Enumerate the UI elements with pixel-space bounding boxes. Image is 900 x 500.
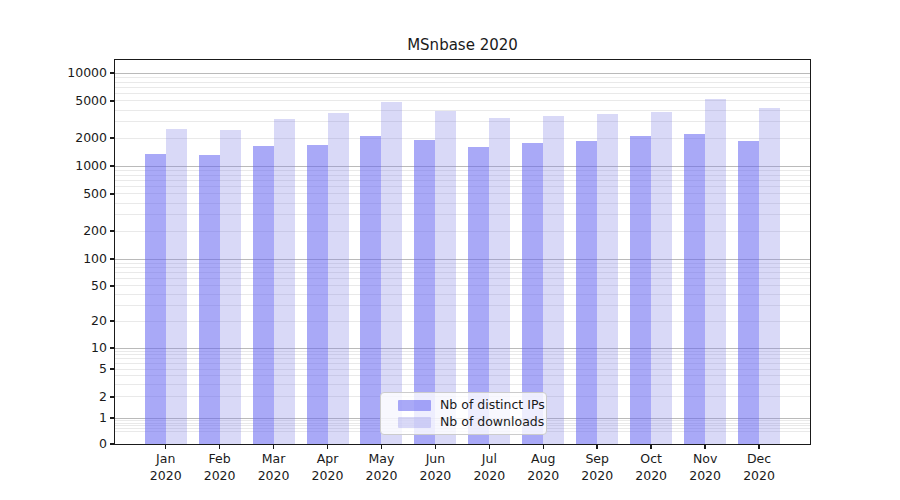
bar-distinct-ips-nov bbox=[684, 134, 705, 444]
y-tick-label-5: 5 bbox=[36, 361, 107, 377]
y-tick-mark-5000 bbox=[110, 100, 115, 102]
x-tick-label-aug: Aug 2020 bbox=[513, 451, 573, 484]
bar-distinct-ips-dec bbox=[738, 141, 759, 444]
bar-downloads-oct bbox=[651, 112, 672, 444]
bar-distinct-ips-feb bbox=[199, 155, 220, 444]
y-tick-mark-100 bbox=[110, 258, 115, 260]
gridline-major-10000 bbox=[115, 73, 810, 74]
x-tick-mark-sep bbox=[596, 444, 598, 449]
bar-downloads-mar bbox=[274, 119, 295, 444]
x-tick-label-jan: Jan 2020 bbox=[136, 451, 196, 484]
legend-label-downloads: Nb of downloads bbox=[440, 415, 544, 429]
bar-downloads-jan bbox=[166, 129, 187, 444]
y-tick-mark-2 bbox=[110, 396, 115, 398]
legend-entry-distinct-ips: Nb of distinct IPs bbox=[398, 398, 538, 412]
y-tick-label-500: 500 bbox=[36, 186, 107, 202]
bar-downloads-sep bbox=[597, 114, 618, 444]
legend-swatch-distinct-ips bbox=[398, 400, 431, 411]
x-tick-label-nov: Nov 2020 bbox=[675, 451, 735, 484]
y-tick-label-20: 20 bbox=[36, 313, 107, 329]
y-tick-label-2: 2 bbox=[36, 389, 107, 405]
x-tick-mark-feb bbox=[219, 444, 221, 449]
y-tick-label-1000: 1000 bbox=[36, 158, 107, 174]
y-tick-mark-10000 bbox=[110, 72, 115, 74]
bar-distinct-ips-oct bbox=[630, 136, 651, 444]
x-tick-mark-jul bbox=[489, 444, 491, 449]
bar-distinct-ips-mar bbox=[253, 146, 274, 444]
x-tick-mark-jan bbox=[165, 444, 167, 449]
y-tick-label-1: 1 bbox=[36, 410, 107, 426]
y-tick-mark-20 bbox=[110, 320, 115, 322]
y-tick-mark-0 bbox=[110, 443, 115, 445]
y-tick-mark-1 bbox=[110, 417, 115, 419]
legend-swatch-downloads bbox=[398, 417, 431, 428]
x-tick-mark-apr bbox=[327, 444, 329, 449]
x-tick-mark-dec bbox=[758, 444, 760, 449]
x-tick-mark-may bbox=[381, 444, 383, 449]
y-tick-label-200: 200 bbox=[36, 223, 107, 239]
y-tick-mark-1000 bbox=[110, 165, 115, 167]
x-tick-mark-mar bbox=[273, 444, 275, 449]
bar-distinct-ips-apr bbox=[307, 145, 328, 444]
x-tick-label-may: May 2020 bbox=[351, 451, 411, 484]
y-tick-mark-500 bbox=[110, 193, 115, 195]
figure: MSnbase 2020 Nb of distinct IPs Nb of do… bbox=[0, 0, 900, 500]
y-tick-mark-200 bbox=[110, 230, 115, 232]
bar-downloads-apr bbox=[328, 113, 349, 444]
gridline-minor bbox=[115, 93, 810, 94]
chart-title: MSnbase 2020 bbox=[115, 36, 810, 54]
bar-distinct-ips-sep bbox=[576, 141, 597, 444]
gridline-minor bbox=[115, 77, 810, 78]
x-tick-label-mar: Mar 2020 bbox=[244, 451, 304, 484]
y-tick-mark-5 bbox=[110, 368, 115, 370]
x-tick-label-feb: Feb 2020 bbox=[190, 451, 250, 484]
x-tick-mark-aug bbox=[543, 444, 545, 449]
y-tick-label-0: 0 bbox=[36, 436, 107, 452]
y-tick-label-10000: 10000 bbox=[36, 65, 107, 81]
gridline-minor bbox=[115, 87, 810, 88]
bar-downloads-feb bbox=[220, 130, 241, 444]
x-tick-mark-nov bbox=[704, 444, 706, 449]
x-tick-label-dec: Dec 2020 bbox=[729, 451, 789, 484]
gridline-minor bbox=[115, 82, 810, 83]
y-tick-label-50: 50 bbox=[36, 278, 107, 294]
x-tick-mark-jun bbox=[435, 444, 437, 449]
bar-downloads-nov bbox=[705, 99, 726, 444]
x-tick-label-oct: Oct 2020 bbox=[621, 451, 681, 484]
y-tick-mark-2000 bbox=[110, 137, 115, 139]
x-tick-label-jul: Jul 2020 bbox=[459, 451, 519, 484]
legend-label-distinct-ips: Nb of distinct IPs bbox=[440, 398, 545, 412]
y-tick-label-2000: 2000 bbox=[36, 130, 107, 146]
legend: Nb of distinct IPs Nb of downloads bbox=[380, 392, 547, 435]
bar-distinct-ips-may bbox=[360, 136, 381, 444]
y-tick-mark-10 bbox=[110, 347, 115, 349]
y-tick-label-5000: 5000 bbox=[36, 93, 107, 109]
legend-entry-downloads: Nb of downloads bbox=[398, 415, 538, 429]
x-tick-mark-oct bbox=[650, 444, 652, 449]
bar-downloads-dec bbox=[759, 108, 780, 444]
y-tick-mark-50 bbox=[110, 285, 115, 287]
x-tick-label-jun: Jun 2020 bbox=[405, 451, 465, 484]
bar-distinct-ips-jan bbox=[145, 154, 166, 444]
x-tick-label-apr: Apr 2020 bbox=[298, 451, 358, 484]
y-tick-label-100: 100 bbox=[36, 251, 107, 267]
y-tick-label-10: 10 bbox=[36, 340, 107, 356]
x-tick-label-sep: Sep 2020 bbox=[567, 451, 627, 484]
plot-area bbox=[114, 59, 811, 445]
